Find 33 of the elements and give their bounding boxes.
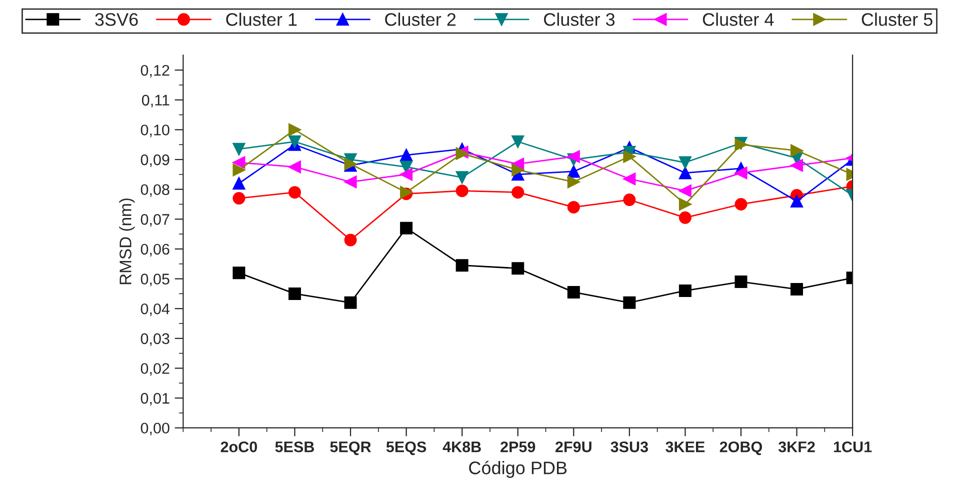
y-tick-label: 0,08 xyxy=(140,184,170,197)
y-tick-label: 0,01 xyxy=(140,392,170,406)
x-tick-label: 4K8B xyxy=(442,441,481,452)
legend-label: Cluster 2 xyxy=(385,12,456,26)
x-axis-title: Código PDB xyxy=(469,460,567,478)
y-tick-label: 0,05 xyxy=(140,274,170,286)
x-tick-label: 1CU1 xyxy=(834,441,872,452)
y-tick-label: 0,07 xyxy=(140,214,170,227)
x-tick-label: 3KF2 xyxy=(778,441,815,452)
x-tick-label: 2P59 xyxy=(500,441,536,452)
y-tick-label: 0,04 xyxy=(140,303,170,316)
y-tick-label: 0,09 xyxy=(140,154,170,168)
y-tick-label: 0,06 xyxy=(140,244,170,256)
x-tick-label: 3KEE xyxy=(666,441,705,452)
x-tick-label: 5EQR xyxy=(330,441,372,456)
y-tick-label: 0,11 xyxy=(142,94,170,108)
legend-label: Cluster 3 xyxy=(544,12,615,26)
x-tick-label: 5ESB xyxy=(275,441,314,452)
y-tick-label: 0,02 xyxy=(140,363,170,376)
x-tick-label: 5EQS xyxy=(386,441,426,456)
legend-label: 3SV6 xyxy=(95,13,138,26)
x-tick-label: 3SU3 xyxy=(610,441,648,452)
legend-label: Cluster 4 xyxy=(702,12,774,26)
y-tick-label: 0,03 xyxy=(140,333,170,346)
x-tick-label: 2F9U xyxy=(555,441,592,452)
y-axis-title: RMSD (nm) xyxy=(119,198,135,284)
y-tick-label: 0,10 xyxy=(140,124,170,138)
legend-label: Cluster 1 xyxy=(226,12,297,26)
x-tick-label: 2OBQ xyxy=(720,441,762,456)
y-tick-label: 0,12 xyxy=(140,64,170,78)
x-tick-label: 2oC0 xyxy=(220,441,258,452)
y-tick-label: 0,00 xyxy=(140,422,170,436)
legend-label: Cluster 5 xyxy=(862,12,932,26)
